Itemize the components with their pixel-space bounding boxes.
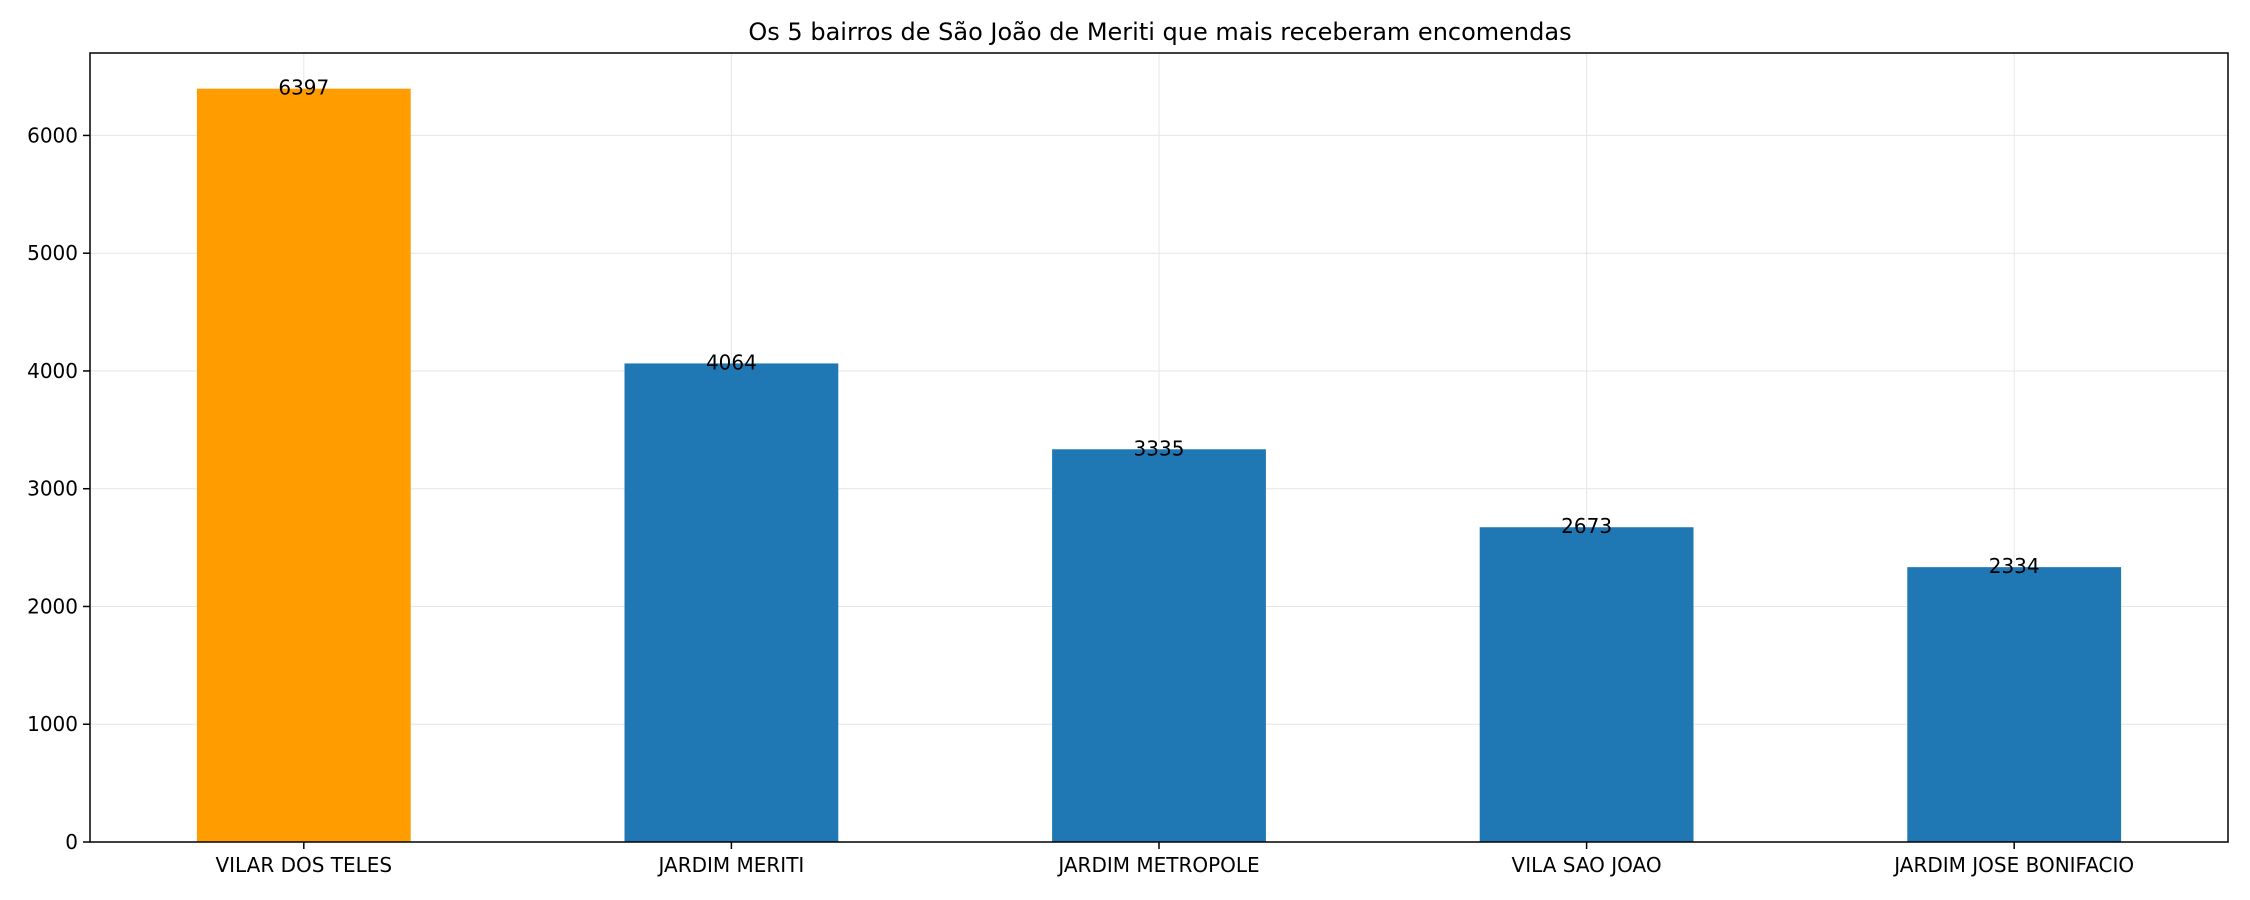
x-tick-label: JARDIM MERITI: [656, 853, 804, 877]
chart-title: Os 5 bairros de São João de Meriti que m…: [748, 18, 1571, 46]
y-tick-label: 3000: [27, 477, 78, 501]
y-tick-label: 2000: [27, 594, 78, 618]
data-label: 2334: [1989, 554, 2040, 578]
y-tick-label: 5000: [27, 241, 78, 265]
bar: [1052, 449, 1266, 842]
bars: [196, 88, 2122, 842]
data-label: 3335: [1134, 436, 1185, 460]
x-tick-label: VILA SAO JOAO: [1512, 853, 1662, 877]
y-tick-label: 1000: [27, 712, 78, 736]
x-tick-label: VILAR DOS TELES: [215, 853, 392, 877]
data-labels: 6397 4064 3335 2673 2334: [278, 76, 2039, 578]
y-tick-label: 0: [65, 830, 78, 854]
x-tick-label: JARDIM JOSE BONIFACIO: [1892, 853, 2134, 877]
y-axis: 0 1000 2000 3000 4000 5000 6000: [27, 123, 90, 854]
bar: [1907, 567, 2122, 842]
data-label: 2673: [1561, 514, 1612, 538]
y-tick-label: 6000: [27, 123, 78, 147]
data-label: 6397: [278, 76, 329, 100]
x-tick-label: JARDIM METROPOLE: [1056, 853, 1259, 877]
y-tick-label: 4000: [27, 359, 78, 383]
bar: [196, 88, 411, 842]
bar: [1479, 527, 1694, 842]
x-axis: VILAR DOS TELES JARDIM MERITI JARDIM METRO…: [215, 842, 2134, 877]
bar: [624, 363, 839, 842]
data-label: 4064: [706, 350, 757, 374]
grid: [90, 53, 2228, 843]
